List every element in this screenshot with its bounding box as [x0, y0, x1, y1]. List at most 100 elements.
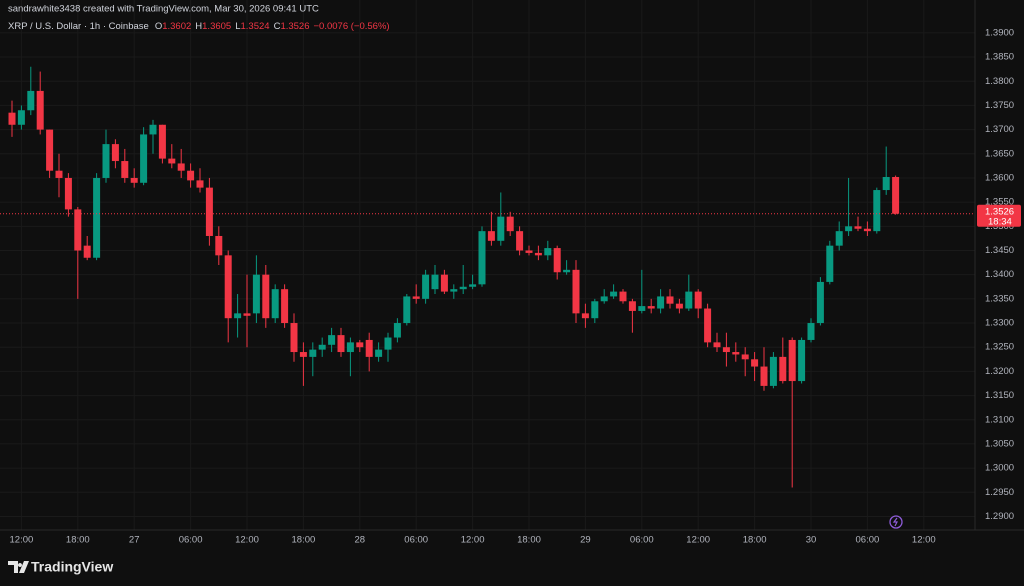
grid	[0, 0, 975, 530]
candle-body	[299, 352, 307, 357]
x-tick-label: 06:00	[179, 535, 203, 546]
candle-body	[422, 274, 430, 299]
candle-body	[450, 289, 458, 292]
candle-body	[722, 347, 730, 353]
legend-value: 1.3602	[162, 21, 191, 32]
replay-icon[interactable]	[889, 515, 903, 529]
candle-body	[224, 255, 232, 319]
candle-body	[375, 349, 383, 357]
candle-body	[459, 286, 467, 290]
candle-body	[83, 245, 91, 258]
candle-body	[835, 231, 843, 246]
candle-body	[506, 216, 514, 232]
candle-body	[130, 177, 138, 183]
candle-body	[863, 228, 871, 232]
change: −0.0076 (−0.56%)	[314, 21, 390, 32]
candle-body	[356, 342, 364, 348]
candle-body	[572, 269, 580, 314]
x-tick-label: 06:00	[856, 535, 880, 546]
candle-body	[64, 177, 72, 210]
last-price-label: 1.3526	[985, 206, 1014, 217]
candle-body	[281, 289, 289, 324]
icon-bolt[interactable]	[892, 517, 898, 527]
x-tick-label: 18:00	[743, 535, 767, 546]
candle-body	[675, 303, 683, 309]
candle-body	[8, 112, 16, 125]
legend-value: 1.3526	[280, 21, 309, 32]
candle-body	[798, 339, 806, 382]
legend-key: L	[235, 21, 240, 32]
candle-body	[581, 313, 589, 319]
candle-body	[600, 296, 608, 302]
y-tick-label: 1.3100	[985, 414, 1014, 425]
candle-body	[666, 296, 674, 304]
candle-body	[187, 170, 195, 181]
candle-body	[469, 284, 477, 287]
candle-body	[403, 296, 411, 324]
candle-body	[591, 301, 599, 319]
candle-body	[36, 90, 44, 130]
y-tick-label: 1.2950	[985, 487, 1014, 498]
x-tick-label: 18:00	[66, 535, 90, 546]
candle-body	[788, 339, 796, 382]
candle-body	[412, 296, 420, 299]
candle-body	[262, 274, 270, 319]
candle-body	[544, 248, 552, 256]
candle-body	[431, 274, 439, 290]
x-tick-label: 27	[129, 535, 140, 546]
candle-body	[516, 231, 524, 251]
y-tick-label: 1.3550	[985, 197, 1014, 208]
x-tick-label: 18:00	[292, 535, 316, 546]
x-tick-label: 18:00	[517, 535, 541, 546]
candle-body	[807, 323, 815, 340]
candle-body	[826, 245, 834, 282]
last-price-box	[977, 204, 1021, 227]
candle-body	[168, 158, 176, 164]
candle-body	[384, 337, 392, 350]
legend-value: 1.3524	[241, 21, 270, 32]
candle-body	[713, 342, 721, 348]
candle-body	[751, 359, 759, 367]
candle-body	[205, 187, 213, 236]
candle-body	[647, 306, 655, 309]
candle-body	[158, 124, 166, 159]
candle-body	[243, 313, 251, 316]
candle-body	[534, 252, 542, 256]
y-tick-label: 1.3600	[985, 172, 1014, 183]
brand: TradingView	[31, 559, 113, 575]
candle-body	[318, 344, 326, 350]
y-tick-label: 1.3050	[985, 438, 1014, 449]
y-tick-label: 1.3200	[985, 366, 1014, 377]
candle-body	[365, 339, 373, 357]
countdown: 18:34	[988, 216, 1012, 227]
candle-body	[892, 176, 900, 214]
y-tick-label: 1.3850	[985, 52, 1014, 63]
candle-body	[694, 291, 702, 309]
icon[interactable]	[889, 515, 903, 529]
candle-body	[610, 291, 618, 297]
candle-body	[619, 291, 627, 302]
candle-body	[252, 274, 260, 314]
candle-body	[74, 209, 82, 251]
y-tick-label: 1.3700	[985, 124, 1014, 135]
brand-logo: TradingView	[8, 559, 113, 575]
candle-body	[854, 226, 862, 229]
candles	[8, 66, 900, 488]
legend-value: 1.3605	[202, 21, 231, 32]
candle-body	[882, 176, 890, 191]
candle-body	[337, 335, 345, 353]
y-tick-label: 1.3450	[985, 245, 1014, 256]
candle-body	[17, 110, 25, 125]
candle-body	[525, 250, 533, 253]
y-tick-label: 1.3300	[985, 318, 1014, 329]
candle-body	[845, 226, 853, 232]
candle-body	[309, 349, 317, 357]
attribution: sandrawhite3438 created with TradingView…	[8, 4, 319, 15]
candle-body	[27, 90, 35, 111]
x-tick-label: 12:00	[235, 535, 259, 546]
candle-body	[271, 289, 279, 319]
x-tick-label: 28	[355, 535, 366, 546]
candle-body	[732, 352, 740, 355]
